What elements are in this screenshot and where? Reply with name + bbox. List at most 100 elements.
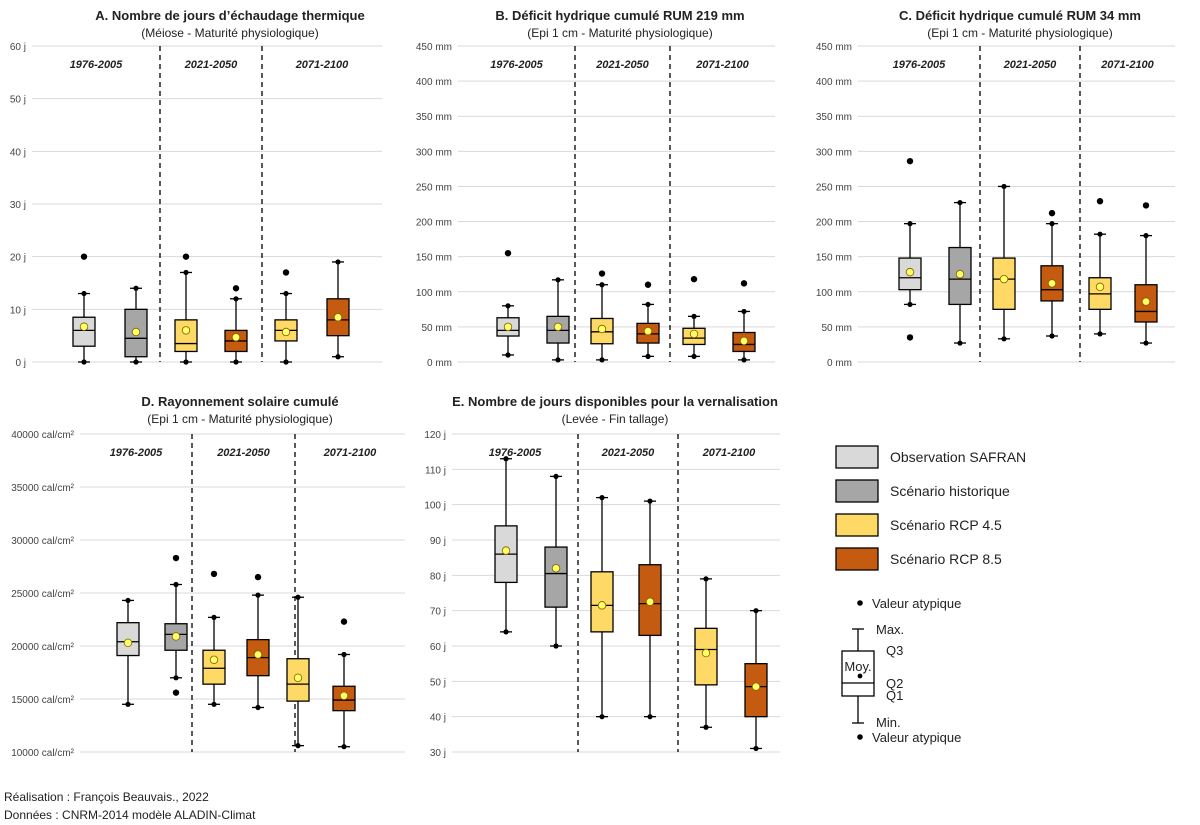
max-point [125,597,131,604]
legend-mean-label: Moy. [844,659,871,674]
mean-point [339,691,349,701]
box-sc-nario-rcp-8-5-2021-2050 [638,498,662,720]
mean-point [689,329,699,339]
max-point [503,456,509,462]
max-point [505,303,511,309]
max-point [1097,231,1103,237]
period-label: 2021-2050 [216,447,270,459]
max-point [703,576,709,582]
max-point [211,614,217,620]
min-point [1143,340,1149,346]
y-tick-label: 30000 cal/cm² [11,536,74,547]
period-label: 2021-2050 [184,59,238,71]
outlier-point [1142,202,1150,209]
box-iqr [202,649,226,685]
min-point [503,629,509,635]
y-tick-label: 15000 cal/cm² [11,695,74,706]
y-tick-label: 300 mm [416,147,452,158]
box-sc-nario-historique-1976-2005 [546,277,570,363]
y-tick-label: 50 j [10,95,26,106]
box-sc-nario-historique-1976-2005 [124,285,148,365]
chart-subtitle: (Epi 1 cm - Maturité physiologique) [147,412,332,426]
outlier-point [80,253,88,260]
y-tick-label: 0 j [15,358,26,369]
box-sc-nario-rcp-4-5-2071-2100 [682,275,706,359]
y-tick-label: 150 mm [416,253,452,264]
legend-max-label: Max. [876,622,904,637]
box-sc-nario-rcp-8-5-2071-2100 [326,259,350,360]
outlier-point [282,269,290,276]
y-tick-label: 250 mm [416,182,452,193]
mean-point [181,326,191,335]
max-point [341,651,347,658]
max-point [1049,221,1055,227]
mean-point [643,326,653,336]
box-observation-safran-1976-2005 [898,157,922,341]
y-tick-label: 100 mm [816,288,852,299]
footer-source: Données : CNRM-2014 modèle ALADIN-Climat [4,808,256,822]
period-label: 2071-2100 [1100,59,1154,71]
min-point [183,359,189,365]
legend-min-label: Min. [876,715,901,730]
y-tick-label: 30 j [430,748,446,759]
max-point [691,313,697,319]
outlier-point [254,573,262,581]
max-point [645,301,651,308]
min-point [133,359,139,365]
box-iqr [72,316,96,347]
min-point [173,675,179,681]
max-point [599,282,605,288]
period-label: 2021-2050 [595,59,649,71]
y-tick-label: 20 j [10,253,26,264]
min-point [555,357,561,363]
mean-point [281,327,291,337]
min-point [505,352,511,358]
box-sc-nario-rcp-4-5-2021-2050 [590,270,614,363]
period-label: 1976-2005 [893,59,946,71]
min-point [691,353,697,359]
outlier-point [1096,197,1104,205]
mean-point [79,322,89,331]
y-tick-label: 60 j [430,642,446,653]
box-sc-nario-rcp-8-5-2071-2100 [1134,202,1158,346]
y-tick-label: 40 j [10,147,26,158]
chart-subtitle: (Epi 1 cm - Maturité physiologique) [927,26,1112,40]
min-point [957,340,963,346]
min-point [335,354,341,360]
outlier-point [644,281,652,288]
legend-label: Observation SAFRAN [890,449,1026,465]
mean-point [171,632,181,641]
y-tick-label: 40000 cal/cm² [11,430,74,441]
box-sc-nario-rcp-8-5-2071-2100 [744,608,768,752]
max-point [173,581,179,588]
box-sc-nario-rcp-4-5-2021-2050 [202,570,226,707]
mean-point [209,655,219,664]
max-point [599,495,605,501]
legend-outlier-dot-bottom [857,734,863,740]
y-tick-label: 200 mm [416,218,452,229]
min-point [283,359,289,365]
y-tick-label: 50 mm [421,323,452,334]
max-point [907,221,913,227]
min-point [211,701,217,707]
y-tick-label: 25000 cal/cm² [11,589,74,600]
chart-title: E. Nombre de jours disponibles pour la v… [452,394,778,409]
mean-point [597,601,607,610]
box-observation-safran-1976-2005 [116,597,140,707]
min-point [703,724,709,730]
legend-q3-label: Q3 [886,643,903,658]
max-point [555,277,561,283]
period-label: 2071-2100 [323,447,377,459]
outlier-point [906,157,914,165]
y-tick-label: 450 mm [416,42,452,53]
max-point [255,592,261,598]
max-point [753,608,759,614]
legend-q2-label: Q2 [886,676,903,691]
min-point [81,359,87,365]
mean-point [1141,297,1151,306]
mean-point [999,274,1009,284]
y-tick-label: 10000 cal/cm² [11,748,74,759]
y-tick-label: 400 mm [416,77,452,88]
legend-swatch [835,479,879,503]
